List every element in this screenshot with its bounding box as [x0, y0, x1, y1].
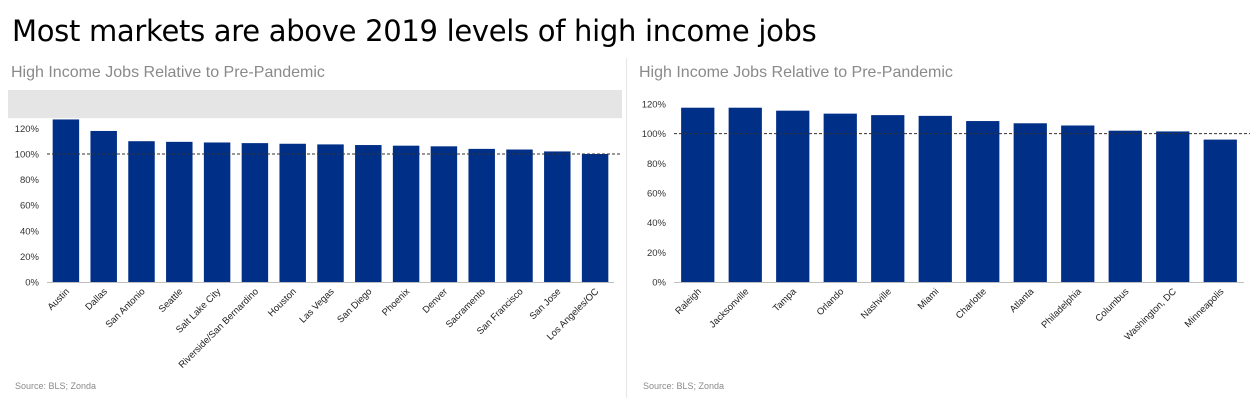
x-tick-label: Philadelphia	[1039, 286, 1084, 331]
bar-riverside-san-bernardino	[241, 143, 269, 282]
bar-miami	[918, 115, 952, 282]
bar-seattle	[166, 141, 193, 282]
x-tick-label: San Jose	[528, 286, 564, 322]
y-tick-label: 100%	[642, 129, 667, 140]
y-tick-label: 0%	[652, 278, 666, 289]
y-tick-label: 120%	[15, 124, 40, 135]
bar-nashville	[871, 115, 905, 282]
x-tick-label: San Diego	[335, 286, 374, 325]
bar-san-diego	[355, 145, 382, 282]
x-tick-label: Tampa	[771, 286, 799, 314]
bar-tampa	[776, 110, 810, 282]
bar-charlotte	[966, 121, 1000, 282]
bar-austin	[52, 119, 80, 282]
x-tick-label: Columbus	[1093, 286, 1131, 324]
bar-dallas	[90, 130, 117, 282]
bar-denver	[430, 146, 458, 282]
x-tick-label: Seattle	[157, 286, 186, 315]
bar-sacramento	[468, 148, 495, 282]
y-tick-label: 20%	[647, 248, 667, 259]
bar-salt-lake-city	[203, 142, 231, 282]
bar-raleigh	[681, 107, 715, 282]
x-tick-label: Austin	[46, 286, 72, 312]
x-tick-label: Orlando	[815, 286, 847, 318]
y-tick-label: 60%	[647, 189, 667, 200]
bar-houston	[279, 143, 306, 282]
x-tick-label: Houston	[266, 286, 299, 319]
bar-orlando	[823, 113, 857, 282]
bar-phoenix	[392, 145, 420, 282]
bar-chart-east: 0% 20% 40% 60% 80% 100% 120% Raleigh Jacksonvill…	[642, 100, 1250, 343]
x-tick-label: Atlanta	[1008, 286, 1037, 315]
y-tick-label: 60%	[20, 201, 40, 212]
bar-san-jose	[544, 151, 571, 282]
y-tick-label: 40%	[20, 226, 40, 237]
bar-atlanta	[1013, 123, 1047, 283]
y-tick-label: 80%	[20, 175, 40, 186]
chart-title-east: High Income Jobs Relative to Pre-Pandemi…	[639, 64, 953, 81]
x-tick-label: Nashville	[859, 286, 894, 321]
y-tick-label: 20%	[20, 252, 40, 263]
bar-columbus	[1108, 130, 1142, 282]
bar-jacksonville	[728, 107, 762, 282]
chart-title-west: High Income Jobs Relative to Pre-Pandemi…	[11, 64, 325, 81]
x-tick-label: Phoenix	[380, 286, 412, 318]
bar-philadelphia	[1061, 125, 1095, 282]
source-note-east: Source: BLS; Zonda	[643, 381, 725, 391]
x-tick-label: Charlotte	[954, 286, 989, 321]
bar-san-antonio	[128, 141, 155, 282]
shaded-band	[8, 90, 622, 119]
x-tick-label: Las Vegas	[297, 286, 336, 325]
chart-panel-east: High Income Jobs Relative to Pre-Pandemi…	[630, 58, 1250, 398]
bar-san-francisco	[506, 149, 533, 282]
x-tick-label: Jacksonville	[707, 286, 751, 330]
y-tick-label: 0%	[25, 278, 39, 289]
y-tick-label: 120%	[642, 100, 667, 111]
x-tick-label: Dallas	[83, 286, 110, 313]
x-tick-label: San Antonio	[104, 286, 148, 330]
x-tick-label: Riverside/San Bernardino	[177, 286, 261, 370]
bar-washington-dc	[1156, 131, 1190, 282]
x-tick-label: Denver	[421, 286, 450, 315]
chart-panel-west: High Income Jobs Relative to Pre-Pandemi…	[0, 58, 627, 398]
bar-minneapolis	[1203, 139, 1237, 282]
x-tick-label: Raleigh	[673, 286, 704, 317]
bar-las-vegas	[317, 144, 344, 282]
y-tick-label: 40%	[647, 218, 667, 229]
y-tick-label: 100%	[15, 150, 40, 161]
bar-los-angeles-oc	[581, 154, 609, 282]
x-tick-label: Washington, DC	[1122, 286, 1179, 343]
x-tick-label: Minneapolis	[1183, 286, 1227, 330]
page-title: Most markets are above 2019 levels of hi…	[12, 14, 817, 48]
source-note-west: Source: BLS; Zonda	[15, 381, 97, 391]
y-tick-label: 80%	[647, 159, 667, 170]
x-tick-label: Miami	[916, 286, 942, 312]
